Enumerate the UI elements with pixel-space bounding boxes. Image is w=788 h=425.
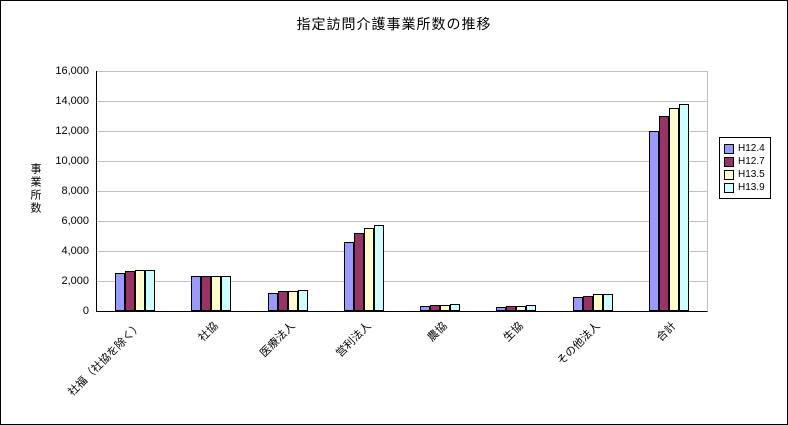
y-tick-label: 10,000 — [55, 155, 89, 167]
legend-series-label: H13.5 — [738, 169, 765, 180]
chart-bar — [496, 307, 506, 311]
legend-item: H13.9 — [724, 182, 765, 193]
y-axis-tick-labels: 0 2,000 4,000 6,000 8,000 10,000 12,000 14,000 1… — [1, 65, 89, 317]
chart-bar — [354, 233, 364, 311]
gridline — [97, 221, 707, 222]
chart-bar — [278, 291, 288, 311]
y-tick-label: 8,000 — [61, 185, 89, 197]
chart-bar — [450, 304, 460, 311]
chart-bar — [420, 306, 430, 311]
y-axis-title: 事業所数 — [29, 163, 41, 215]
legend-swatch — [724, 169, 734, 180]
chart-bar — [364, 228, 374, 311]
chart-bar — [506, 306, 516, 311]
chart-title: 指定訪問介護事業所数の推移 — [296, 16, 492, 32]
chart-bar — [344, 242, 354, 311]
legend-swatch — [724, 182, 734, 193]
chart-bar — [125, 271, 135, 311]
y-tick-label: 2,000 — [61, 275, 89, 287]
chart-bar — [573, 297, 583, 311]
legend-swatch — [724, 156, 734, 167]
chart-bar — [679, 104, 689, 311]
gridline — [97, 71, 707, 72]
legend: H12.4 H12.7 H13.5 H13.9 — [719, 137, 771, 199]
chart-bar — [145, 270, 155, 311]
chart-bar — [288, 291, 298, 311]
gridline — [97, 251, 707, 252]
chart-bar — [221, 276, 231, 311]
chart-bar — [115, 273, 125, 311]
gridline — [97, 101, 707, 102]
chart-bar — [374, 225, 384, 311]
legend-item: H13.5 — [724, 169, 765, 180]
chart-bar — [603, 294, 613, 311]
chart-bar — [593, 294, 603, 311]
chart-bar — [649, 131, 659, 311]
legend-item: H12.4 — [724, 143, 765, 154]
chart-bar — [211, 276, 221, 311]
gridline — [97, 281, 707, 282]
gridline — [97, 161, 707, 162]
chart-bar — [526, 305, 536, 311]
chart-bar — [135, 270, 145, 311]
legend-series-label: H12.7 — [738, 156, 765, 167]
legend-items: H12.4 H12.7 H13.5 H13.9 — [724, 143, 765, 193]
plot-area — [96, 71, 708, 312]
legend-series-label: H13.9 — [738, 182, 765, 193]
chart-bar — [430, 305, 440, 311]
chart-bar — [669, 108, 679, 311]
y-tick-label: 6,000 — [61, 215, 89, 227]
legend-swatch — [724, 143, 734, 154]
chart-bar — [516, 306, 526, 311]
legend-series-label: H12.4 — [738, 143, 765, 154]
chart-bar — [298, 290, 308, 311]
y-tick-label: 12,000 — [55, 125, 89, 137]
chart-bar — [268, 293, 278, 311]
chart-bar — [201, 276, 211, 311]
y-tick-label: 4,000 — [61, 245, 89, 257]
legend-item: H12.7 — [724, 156, 765, 167]
y-tick-label: 16,000 — [55, 65, 89, 77]
y-tick-label: 14,000 — [55, 95, 89, 107]
gridline — [97, 131, 707, 132]
chart-bar — [583, 296, 593, 311]
chart-bar — [440, 305, 450, 311]
gridline — [97, 191, 707, 192]
chart-bar — [191, 276, 201, 311]
y-tick-label: 0 — [82, 305, 89, 317]
chart-bar — [659, 116, 669, 311]
